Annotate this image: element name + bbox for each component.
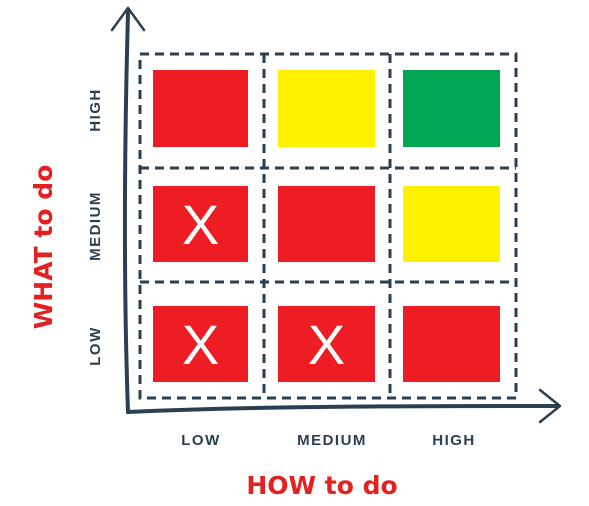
cell-what-low-how-medium xyxy=(278,306,375,382)
cell-what-medium-how-medium xyxy=(278,186,375,262)
matrix-cells: XX X xyxy=(153,70,500,382)
grid-lines xyxy=(138,52,518,400)
cell-what-low-how-low xyxy=(153,306,248,382)
y-axis-line xyxy=(123,10,130,414)
y-axis-title: WHAT to do xyxy=(29,165,58,330)
x-axis-line xyxy=(126,404,560,414)
x-tick-medium: MEDIUM xyxy=(297,432,367,449)
grid-outer-border xyxy=(138,52,518,400)
cell-what-medium-how-high xyxy=(403,186,500,262)
cell-what-medium-how-low xyxy=(153,186,248,262)
y-tick-medium: MEDIUM xyxy=(87,191,104,261)
y-tick-low: LOW xyxy=(87,326,104,366)
y-tick-high: HIGH xyxy=(87,88,104,132)
x-tick-high: HIGH xyxy=(432,432,476,449)
cell-what-low-how-high xyxy=(403,306,500,382)
cross-mark-what-low-how-low: X xyxy=(182,313,219,376)
y-axis-arrowhead xyxy=(110,6,146,32)
cross-mark-what-medium-how-low: X xyxy=(182,193,219,256)
x-axis-arrowhead xyxy=(538,388,562,424)
cell-what-high-how-high xyxy=(403,70,500,147)
x-tick-low: LOW xyxy=(181,432,221,449)
cell-what-high-how-low xyxy=(153,70,248,147)
cell-what-high-how-medium xyxy=(278,70,375,147)
cross-mark-what-low-how-medium: X xyxy=(308,313,345,376)
x-axis-title: HOW to do xyxy=(246,471,397,500)
